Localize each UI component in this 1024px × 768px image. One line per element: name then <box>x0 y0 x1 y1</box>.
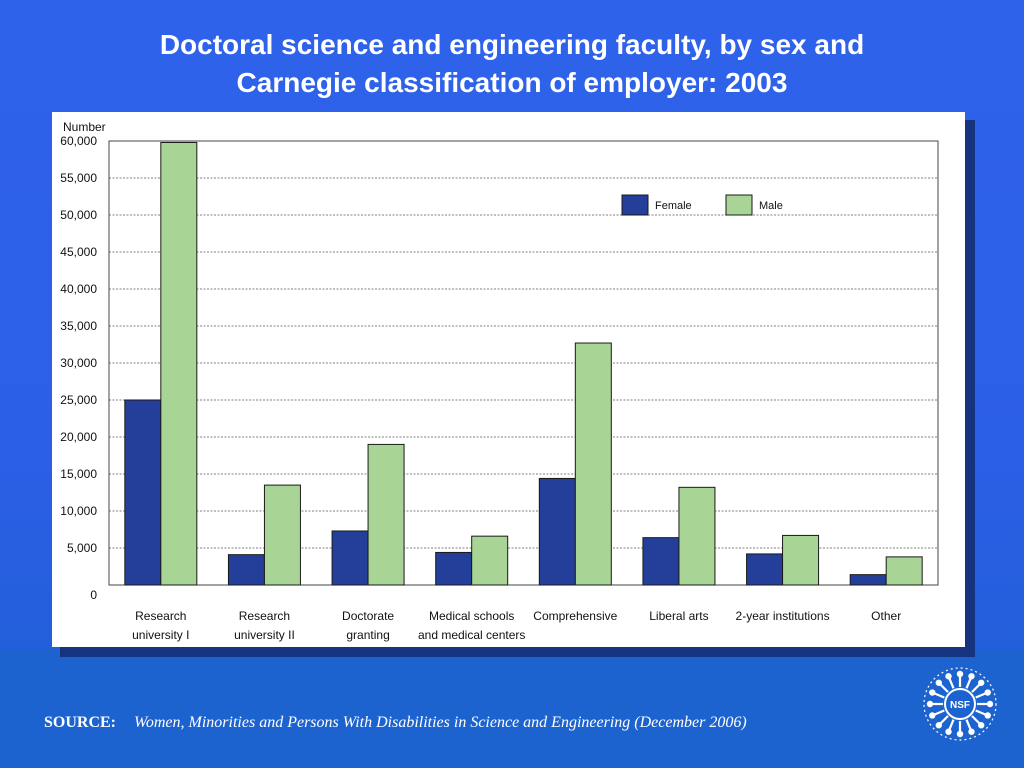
legend-swatch <box>621 194 649 216</box>
y-tick-label: 55,000 <box>60 171 97 185</box>
y-tick-label: 0 <box>90 588 97 602</box>
logo-spoke-dot <box>978 679 985 686</box>
x-tick-label: Research university II <box>234 609 295 642</box>
bar-chart: 0 5,000 10,000 15,000 20,000 25,000 30,000 35,0… <box>60 120 939 642</box>
bar-female <box>849 574 887 586</box>
y-tick-label: 35,000 <box>60 319 97 333</box>
logo-spoke-dot <box>978 722 985 729</box>
title-line-2: Carnegie classification of employer: 200… <box>236 67 788 98</box>
bar-male <box>782 534 820 586</box>
background-band <box>0 650 1024 768</box>
y-tick-label: 5,000 <box>67 541 97 555</box>
logo-outer-ring <box>923 667 997 741</box>
bar-male <box>263 484 301 586</box>
y-tick-label: 50,000 <box>60 208 97 222</box>
source-label: SOURCE: <box>44 714 117 731</box>
y-tick-label: 10,000 <box>60 504 97 518</box>
bar-female <box>331 530 369 586</box>
bar-female <box>746 553 784 586</box>
x-tick-label: Medical schools and medical centers <box>418 609 525 642</box>
legend-swatch <box>725 194 753 216</box>
page-title: Doctoral science and engineering faculty… <box>0 26 1024 102</box>
nsf-logo-icon: NSF <box>923 667 997 741</box>
logo-spoke-dot <box>926 700 934 708</box>
x-tick-label: Comprehensive <box>533 609 617 623</box>
bar-male <box>678 486 716 586</box>
logo-spoke-dot <box>968 673 975 680</box>
x-tick-label: Other <box>871 609 901 623</box>
bar-female <box>227 554 265 586</box>
bar-female <box>642 537 680 586</box>
x-tick-label: 2-year institutions <box>736 609 830 623</box>
logo-text: NSF <box>950 700 970 711</box>
y-tick-label: 40,000 <box>60 282 97 296</box>
logo-spoke-dot <box>929 689 936 696</box>
logo-spoke-dot <box>984 689 991 696</box>
y-tick-label: 45,000 <box>60 245 97 259</box>
bar-male <box>574 342 612 586</box>
plot-frame <box>108 140 939 586</box>
bar-female <box>538 477 576 586</box>
y-tick-label: 25,000 <box>60 393 97 407</box>
y-tick-label: 15,000 <box>60 467 97 481</box>
x-tick-label: Research university I <box>132 609 189 642</box>
x-tick-label: Doctorate granting <box>342 609 394 642</box>
bar-male <box>160 141 198 586</box>
legend: Female Male <box>616 194 881 216</box>
bar-male <box>471 535 509 586</box>
title-line-1: Doctoral science and engineering faculty… <box>159 29 865 60</box>
source-note: SOURCE: Women, Minorities and Persons Wi… <box>44 714 747 732</box>
logo-spoke-dot <box>935 722 942 729</box>
logo-center-circle <box>944 688 976 720</box>
bar-female <box>435 551 473 586</box>
legend-label: Male <box>759 200 783 212</box>
y-tick-label: 20,000 <box>60 430 97 444</box>
y-tick-label: 30,000 <box>60 356 97 370</box>
logo-spoke-dot <box>956 670 964 678</box>
bar-male <box>885 556 923 586</box>
legend-label: Female <box>655 200 692 212</box>
logo-spoke-dot <box>945 673 952 680</box>
logo-spoke-dot <box>935 679 942 686</box>
bar-male <box>367 443 405 586</box>
logo-spoke-dot <box>945 728 952 735</box>
chart-panel: 0 5,000 10,000 15,000 20,000 25,000 30,000 35,0… <box>52 112 965 647</box>
logo-spoke-dot <box>968 728 975 735</box>
logo-spoke-dot <box>986 700 994 708</box>
logo-spoke-dot <box>984 712 991 719</box>
logo-spoke-dot <box>956 730 964 738</box>
bar-female <box>124 399 162 586</box>
logo-spoke-dot <box>929 712 936 719</box>
x-tick-label: Liberal arts <box>649 609 708 623</box>
source-citation: Women, Minorities and Persons With Disab… <box>134 714 747 731</box>
y-tick-label: 60,000 <box>60 134 97 148</box>
y-axis-label: Number <box>63 120 106 134</box>
